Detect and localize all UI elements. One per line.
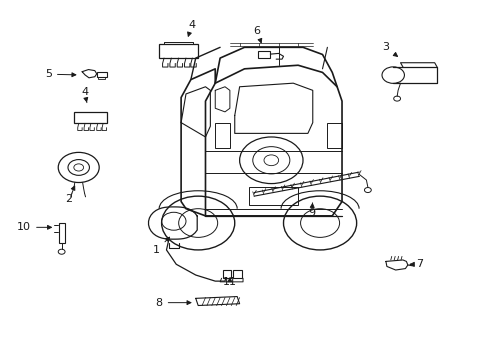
Bar — [74, 112, 107, 123]
Text: 11: 11 — [223, 277, 236, 287]
Bar — [257, 50, 270, 58]
Bar — [222, 270, 231, 278]
Text: 4: 4 — [81, 87, 88, 103]
Bar — [97, 72, 106, 77]
Text: 9: 9 — [307, 203, 315, 219]
Text: 7: 7 — [409, 259, 423, 269]
Text: 4: 4 — [187, 20, 195, 36]
Bar — [327, 123, 341, 148]
Text: 5: 5 — [45, 69, 76, 79]
Bar — [59, 223, 65, 243]
Text: 10: 10 — [17, 222, 51, 232]
Bar — [98, 77, 105, 79]
Bar — [249, 187, 298, 205]
Bar — [159, 44, 198, 58]
Text: 8: 8 — [155, 298, 190, 308]
Text: 6: 6 — [253, 26, 261, 43]
Text: 1: 1 — [153, 237, 169, 255]
Text: 2: 2 — [65, 186, 75, 204]
Bar — [215, 123, 229, 148]
Bar — [233, 270, 242, 278]
Text: 3: 3 — [382, 42, 397, 57]
